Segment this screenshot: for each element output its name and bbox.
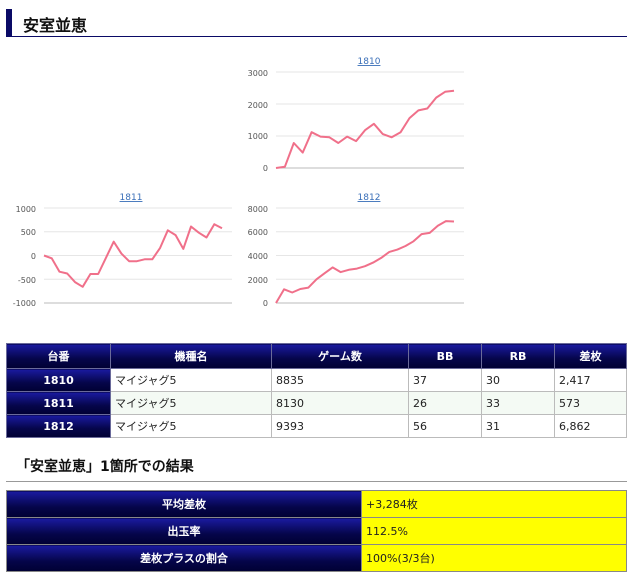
machine-no-cell: 1810: [6, 368, 111, 392]
games-cell: 8835: [271, 368, 409, 392]
header-rb: RB: [481, 343, 555, 369]
avg-diff-value: +3,284枚: [361, 490, 627, 518]
table-row: 1812 マイジャグ5 9393 56 31 6,862: [6, 414, 627, 438]
chart-1811: 1811 1000 500 0 -500 -1000: [13, 188, 244, 313]
table-row: 1810 マイジャグ5 8835 37 30 2,417: [6, 368, 627, 392]
machine-no-cell: 1811: [6, 391, 111, 415]
table-header-row: 台番 機種名 ゲーム数 BB RB 差枚: [6, 343, 627, 369]
rb-cell: 30: [481, 368, 555, 392]
table-row: 1811 マイジャグ5 8130 26 33 573: [6, 391, 627, 415]
model-cell: マイジャグ5: [110, 391, 272, 415]
chart-1810-ytick: 0: [263, 164, 268, 173]
chart-1812: 1812 8000 6000 4000 2000 0: [246, 188, 476, 313]
rb-cell: 33: [481, 391, 555, 415]
chart-1810-series-line: [275, 89, 455, 169]
chart-1812-ytick: 8000: [248, 205, 268, 214]
result-table: 平均差枚 +3,284枚 出玉率 112.5% 差枚プラスの割合 100%(3/…: [6, 490, 627, 572]
chart-1811-ytick: 500: [21, 228, 36, 237]
plus-ratio-label: 差枚プラスの割合: [6, 544, 362, 572]
diff-cell: 6,862: [554, 414, 627, 438]
games-cell: 8130: [271, 391, 409, 415]
chart-1811-ytick: 0: [31, 252, 36, 261]
result-row: 出玉率 112.5%: [6, 517, 627, 545]
chart-1810-ytick: 2000: [248, 101, 268, 110]
plus-ratio-value: 100%(3/3台): [361, 544, 627, 572]
bb-cell: 37: [408, 368, 482, 392]
payout-rate-value: 112.5%: [361, 517, 627, 545]
chart-1811-svg: 1811 1000 500 0 -500 -1000: [13, 193, 232, 308]
model-cell: マイジャグ5: [110, 368, 272, 392]
page-title: 安室並恵: [6, 9, 627, 37]
games-cell: 9393: [271, 414, 409, 438]
bb-cell: 56: [408, 414, 482, 438]
chart-1811-ytick: 1000: [16, 205, 36, 214]
payout-rate-label: 出玉率: [6, 517, 362, 545]
diff-cell: 573: [554, 391, 627, 415]
machine-no-cell: 1812: [6, 414, 111, 438]
chart-1811-ytick: -1000: [13, 299, 36, 308]
chart-1812-ytick: 6000: [248, 228, 268, 237]
bb-cell: 26: [408, 391, 482, 415]
chart-1812-link[interactable]: 1812: [358, 193, 381, 203]
chart-1811-ytick: -500: [18, 276, 36, 285]
header-bb: BB: [408, 343, 482, 369]
chart-1810: 1810 3000 2000 1000 0: [246, 52, 476, 182]
diff-cell: 2,417: [554, 368, 627, 392]
chart-1812-svg: 1812 8000 6000 4000 2000 0: [248, 193, 464, 308]
chart-1810-svg: 1810 3000 2000 1000 0: [248, 57, 464, 173]
header-model: 機種名: [110, 343, 272, 369]
result-divider: [6, 481, 627, 482]
chart-1810-ytick: 3000: [248, 69, 268, 78]
header-games: ゲーム数: [271, 343, 409, 369]
header-machine-no: 台番: [6, 343, 111, 369]
header-diff: 差枚: [554, 343, 627, 369]
result-row: 平均差枚 +3,284枚: [6, 490, 627, 518]
chart-1811-series-line: [43, 223, 223, 288]
rb-cell: 31: [481, 414, 555, 438]
chart-1811-link[interactable]: 1811: [120, 193, 143, 203]
chart-1812-ytick: 4000: [248, 252, 268, 261]
chart-1810-link[interactable]: 1810: [358, 57, 381, 67]
avg-diff-label: 平均差枚: [6, 490, 362, 518]
page-title-text: 安室並恵: [23, 16, 88, 35]
result-row: 差枚プラスの割合 100%(3/3台): [6, 544, 627, 572]
model-cell: マイジャグ5: [110, 414, 272, 438]
chart-1812-ytick: 0: [263, 299, 268, 308]
chart-1812-ytick: 2000: [248, 276, 268, 285]
machine-data-table: 台番 機種名 ゲーム数 BB RB 差枚 1810 マイジャグ5 8835 37…: [6, 343, 627, 438]
chart-1812-series-line: [275, 220, 455, 304]
result-title: 「安室並恵」1箇所での結果: [16, 459, 194, 475]
chart-1810-ytick: 1000: [248, 132, 268, 141]
